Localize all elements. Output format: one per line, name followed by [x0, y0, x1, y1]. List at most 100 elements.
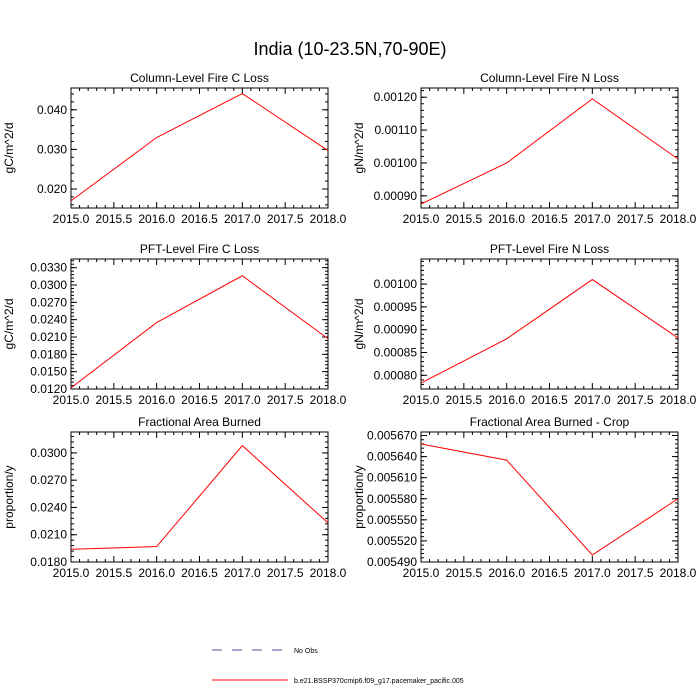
y-tick-label: 0.00090: [374, 189, 418, 203]
x-tick-label: 2016.5: [181, 566, 218, 580]
x-tick-label: 2015.0: [53, 393, 90, 407]
legend-label-model: b.e21.BSSP370cmip6.f09_g17.pacemaker_pac…: [294, 678, 464, 685]
y-tick-label: 0.0240: [30, 313, 67, 327]
x-tick-label: 2017.5: [617, 212, 654, 226]
panel-title: Fractional Area Burned: [138, 415, 261, 429]
y-axis-label: gC/m^2/d: [2, 299, 16, 350]
series-line: [70, 275, 329, 389]
series-line: [70, 444, 329, 550]
y-tick-label: 0.0300: [30, 446, 67, 460]
y-tick-label: 0.00100: [374, 277, 418, 291]
figure-title: India (10-23.5N,70-90E): [253, 39, 446, 59]
series-line: [420, 278, 679, 384]
x-tick-label: 2016.5: [181, 212, 218, 226]
panel-6: Fractional Area Burned - Crop proportion/…: [352, 415, 697, 580]
y-tick-label: 0.00100: [374, 156, 418, 170]
x-tick-label: 2016.0: [488, 566, 525, 580]
y-tick-label: 0.0210: [30, 330, 67, 344]
x-tick-label: 2015.0: [53, 212, 90, 226]
y-tick-label: 0.0270: [30, 473, 67, 487]
x-tick-label: 2016.5: [531, 566, 568, 580]
y-tick-label: 0.0330: [30, 261, 67, 275]
x-tick-label: 2017.5: [267, 566, 304, 580]
x-tick-label: 2015.5: [95, 393, 132, 407]
y-tick-label: 0.0120: [30, 382, 67, 396]
y-tick-label: 0.0150: [30, 365, 67, 379]
x-tick-label: 2015.0: [403, 566, 440, 580]
y-tick-label: 0.0300: [30, 278, 67, 292]
x-tick-label: 2015.0: [403, 393, 440, 407]
x-tick-label: 2017.5: [617, 566, 654, 580]
series-line: [70, 92, 329, 202]
y-tick-label: 0.005580: [367, 492, 417, 506]
x-tick-label: 2017.0: [224, 393, 261, 407]
y-tick-label: 0.0180: [30, 555, 67, 569]
x-tick-label: 2016.0: [138, 393, 175, 407]
x-tick-label: 2015.5: [95, 212, 132, 226]
x-tick-label: 2016.0: [488, 393, 525, 407]
panel-4: PFT-Level Fire N Loss gN/m^2/d 2015.0 2015.…: [352, 242, 697, 407]
panel-title: PFT-Level Fire N Loss: [490, 242, 609, 256]
y-tick-label: 0.040: [37, 103, 67, 117]
x-tick-label: 2018.0: [660, 393, 697, 407]
x-tick-label: 2018.0: [660, 566, 697, 580]
legend: No Obs b.e21.BSSP370cmip6.f09_g17.pacema…: [212, 648, 464, 685]
x-tick-label: 2015.5: [445, 566, 482, 580]
plots-area: Column-Level Fire C Loss gC/m^2/d 2015.0 20…: [2, 71, 697, 580]
y-tick-label: 0.020: [37, 182, 67, 196]
plot-frame: [70, 431, 329, 563]
panel-5: Fractional Area Burned proportion/y 2015.0…: [2, 415, 347, 580]
x-tick-label: 2018.0: [660, 212, 697, 226]
x-tick-label: 2015.5: [95, 566, 132, 580]
x-tick-label: 2015.5: [445, 212, 482, 226]
panel-title: Fractional Area Burned - Crop: [470, 415, 630, 429]
panel-title: PFT-Level Fire C Loss: [140, 242, 259, 256]
y-tick-label: 0.00120: [374, 90, 418, 104]
x-tick-label: 2017.0: [574, 212, 611, 226]
series-line: [420, 443, 679, 556]
y-axis-label: proportion/y: [352, 465, 366, 528]
panel-3: PFT-Level Fire C Loss gC/m^2/d 2015.0 2015.…: [2, 242, 347, 407]
x-tick-label: 2015.0: [53, 566, 90, 580]
x-tick-label: 2017.0: [574, 393, 611, 407]
y-tick-label: 0.0180: [30, 347, 67, 361]
y-tick-label: 0.00090: [374, 323, 418, 337]
panel-title: Column-Level Fire C Loss: [130, 71, 269, 85]
y-tick-label: 0.005550: [367, 513, 417, 527]
x-tick-label: 2017.0: [224, 566, 261, 580]
y-axis-label: proportion/y: [2, 465, 16, 528]
plot-frame: [70, 258, 329, 390]
x-tick-label: 2018.0: [310, 212, 347, 226]
x-tick-label: 2016.0: [488, 212, 525, 226]
x-tick-label: 2016.0: [138, 566, 175, 580]
x-tick-label: 2018.0: [310, 393, 347, 407]
y-tick-label: 0.0210: [30, 528, 67, 542]
legend-label-no-obs: No Obs: [294, 648, 318, 655]
x-tick-label: 2017.5: [267, 393, 304, 407]
y-tick-label: 0.005670: [367, 429, 417, 443]
series-line: [420, 98, 679, 205]
x-tick-label: 2017.5: [617, 393, 654, 407]
y-tick-label: 0.005490: [367, 555, 417, 569]
plot-frame: [70, 87, 329, 209]
x-tick-label: 2017.5: [267, 212, 304, 226]
x-tick-label: 2017.0: [574, 566, 611, 580]
x-tick-label: 2016.5: [531, 212, 568, 226]
x-tick-label: 2018.0: [310, 566, 347, 580]
x-tick-label: 2016.5: [181, 393, 218, 407]
plot-frame: [420, 87, 679, 209]
x-tick-label: 2016.0: [138, 212, 175, 226]
y-axis-label: gN/m^2/d: [352, 299, 366, 350]
y-tick-label: 0.00110: [375, 123, 418, 137]
y-tick-label: 0.00095: [374, 300, 418, 314]
y-tick-label: 0.0270: [30, 295, 67, 309]
y-tick-label: 0.0240: [30, 500, 67, 514]
x-tick-label: 2015.5: [445, 393, 482, 407]
y-tick-label: 0.00085: [374, 346, 418, 360]
plot-frame: [420, 258, 679, 390]
x-tick-label: 2017.0: [224, 212, 261, 226]
panel-title: Column-Level Fire N Loss: [480, 71, 619, 85]
y-tick-label: 0.005640: [367, 450, 417, 464]
y-tick-label: 0.005610: [367, 471, 417, 485]
